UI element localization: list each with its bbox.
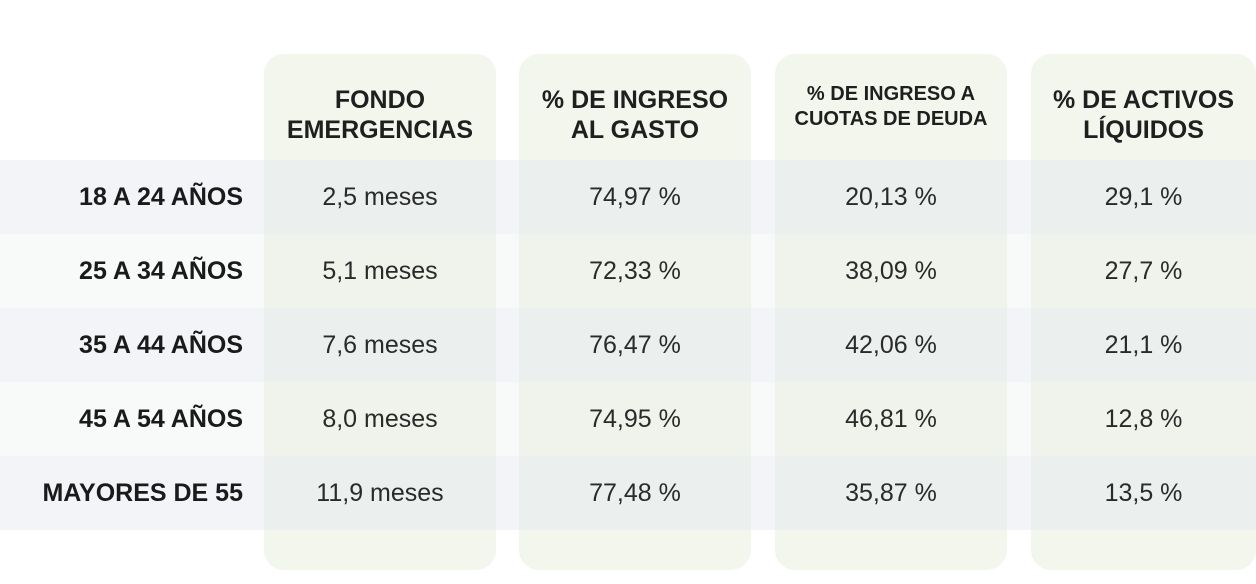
cell-fondo: 8,0 meses	[322, 404, 438, 433]
cell-activos: 29,1 %	[1104, 182, 1183, 211]
cell-fondo: 5,1 meses	[322, 256, 438, 285]
row-band-1	[0, 160, 1256, 234]
cell-fondo: 11,9 meses	[316, 478, 444, 507]
row-band-3	[0, 308, 1256, 382]
row-label: 25 A 34 AÑOS	[79, 256, 243, 285]
cell-deuda: 20,13 %	[845, 182, 937, 211]
header-ingreso-deuda: % DE INGRESO A CUOTAS DE DEUDA	[794, 83, 988, 130]
cell-activos: 12,8 %	[1104, 404, 1183, 433]
cell-fondo: 2,5 meses	[322, 182, 438, 211]
cell-deuda: 38,09 %	[845, 256, 937, 285]
cell-gasto: 74,95 %	[589, 404, 681, 433]
row-label: 18 A 24 AÑOS	[79, 182, 243, 211]
header-activos-liquidos: % DE ACTIVOS LÍQUIDOS	[1052, 86, 1235, 144]
cell-gasto: 77,48 %	[589, 478, 681, 507]
cell-gasto: 72,33 %	[589, 256, 681, 285]
cell-activos: 13,5 %	[1104, 478, 1183, 507]
column-bg-fondo	[264, 54, 496, 570]
cell-deuda: 46,81 %	[845, 404, 937, 433]
row-band-2	[0, 234, 1256, 308]
row-band-4	[0, 382, 1256, 456]
cell-deuda: 35,87 %	[845, 478, 937, 507]
column-bg-activos	[1031, 54, 1256, 570]
column-bg-gasto	[519, 54, 751, 570]
row-label: MAYORES DE 55	[42, 478, 243, 507]
column-bg-deuda	[775, 54, 1007, 570]
header-ingreso-gasto: % DE INGRESO AL GASTO	[541, 86, 729, 144]
row-label: 35 A 44 AÑOS	[79, 330, 243, 359]
row-band-5	[0, 456, 1256, 530]
cell-activos: 21,1 %	[1104, 330, 1183, 359]
cell-activos: 27,7 %	[1104, 256, 1183, 285]
cell-fondo: 7,6 meses	[322, 330, 438, 359]
header-fondo-emergencias: FONDO EMERGENCIAS	[286, 86, 474, 144]
cell-gasto: 74,97 %	[589, 182, 681, 211]
cell-gasto: 76,47 %	[589, 330, 681, 359]
row-label: 45 A 54 AÑOS	[79, 404, 243, 433]
cell-deuda: 42,06 %	[845, 330, 937, 359]
